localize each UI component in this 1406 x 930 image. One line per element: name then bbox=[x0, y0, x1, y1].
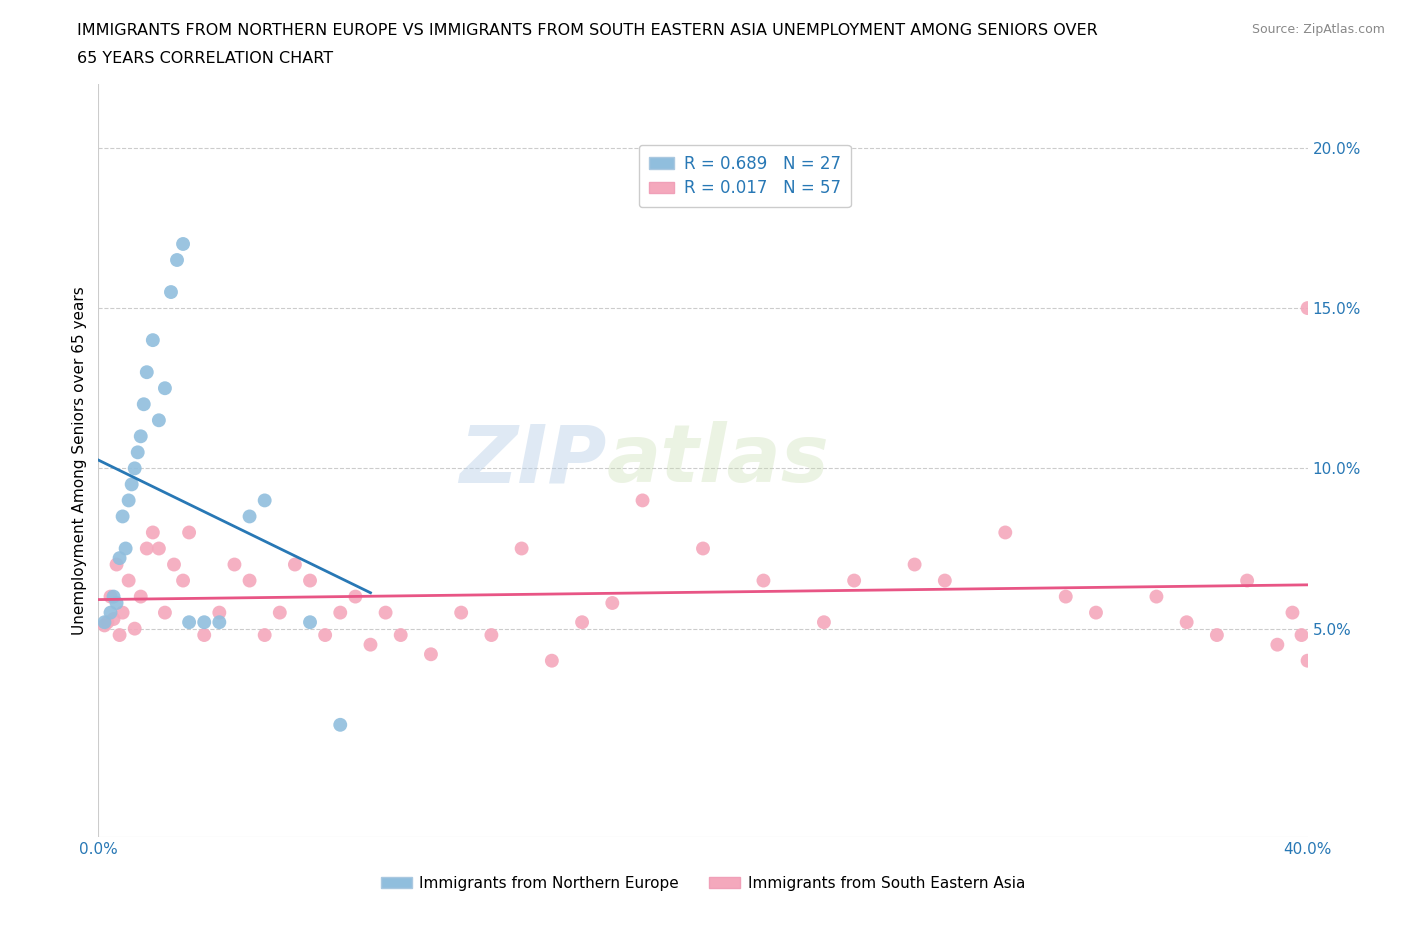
Point bbox=[129, 589, 152, 604]
Point bbox=[124, 621, 146, 636]
Point bbox=[132, 397, 155, 412]
Point bbox=[904, 557, 927, 572]
Point bbox=[208, 605, 231, 620]
Point bbox=[253, 493, 276, 508]
Point bbox=[93, 615, 115, 630]
Point bbox=[1267, 637, 1289, 652]
Text: atlas: atlas bbox=[606, 421, 830, 499]
Point bbox=[314, 628, 336, 643]
Point bbox=[1054, 589, 1077, 604]
Point bbox=[1206, 628, 1229, 643]
Point bbox=[148, 541, 170, 556]
Point bbox=[160, 285, 183, 299]
Point bbox=[1085, 605, 1108, 620]
Point bbox=[450, 605, 472, 620]
Point bbox=[299, 615, 322, 630]
Point bbox=[105, 557, 128, 572]
Point bbox=[142, 525, 165, 540]
Point bbox=[163, 557, 186, 572]
Point bbox=[124, 461, 146, 476]
Point bbox=[111, 605, 134, 620]
Point bbox=[752, 573, 775, 588]
Point bbox=[1236, 573, 1258, 588]
Point bbox=[813, 615, 835, 630]
Point bbox=[172, 573, 194, 588]
Text: IMMIGRANTS FROM NORTHERN EUROPE VS IMMIGRANTS FROM SOUTH EASTERN ASIA UNEMPLOYME: IMMIGRANTS FROM NORTHERN EUROPE VS IMMIG… bbox=[77, 23, 1098, 38]
Point bbox=[269, 605, 291, 620]
Point bbox=[844, 573, 866, 588]
Point bbox=[118, 493, 141, 508]
Point bbox=[602, 595, 624, 610]
Point bbox=[166, 253, 188, 268]
Point bbox=[108, 551, 131, 565]
Point bbox=[148, 413, 170, 428]
Point bbox=[299, 573, 322, 588]
Point bbox=[193, 615, 215, 630]
Point bbox=[239, 509, 262, 524]
Point bbox=[96, 615, 118, 630]
Point bbox=[224, 557, 246, 572]
Y-axis label: Unemployment Among Seniors over 65 years: Unemployment Among Seniors over 65 years bbox=[72, 286, 87, 634]
Point bbox=[510, 541, 533, 556]
Point bbox=[1296, 300, 1319, 315]
Text: ZIP: ZIP bbox=[458, 421, 606, 499]
Point bbox=[389, 628, 412, 643]
Point bbox=[571, 615, 593, 630]
Point bbox=[208, 615, 231, 630]
Legend: Immigrants from Northern Europe, Immigrants from South Eastern Asia: Immigrants from Northern Europe, Immigra… bbox=[375, 870, 1031, 897]
Point bbox=[239, 573, 262, 588]
Point bbox=[193, 628, 215, 643]
Point bbox=[540, 653, 562, 668]
Point bbox=[692, 541, 714, 556]
Point bbox=[284, 557, 307, 572]
Point bbox=[153, 380, 176, 395]
Point bbox=[118, 573, 141, 588]
Point bbox=[1291, 628, 1313, 643]
Text: Source: ZipAtlas.com: Source: ZipAtlas.com bbox=[1251, 23, 1385, 36]
Point bbox=[121, 477, 143, 492]
Point bbox=[1281, 605, 1303, 620]
Text: 65 YEARS CORRELATION CHART: 65 YEARS CORRELATION CHART bbox=[77, 51, 333, 66]
Point bbox=[1175, 615, 1198, 630]
Point bbox=[108, 628, 131, 643]
Point bbox=[105, 595, 128, 610]
Point bbox=[100, 589, 122, 604]
Point bbox=[179, 525, 201, 540]
Point bbox=[420, 647, 443, 662]
Point bbox=[344, 589, 367, 604]
Point bbox=[360, 637, 382, 652]
Point bbox=[374, 605, 396, 620]
Point bbox=[1146, 589, 1168, 604]
Point bbox=[172, 236, 194, 251]
Point bbox=[1296, 653, 1319, 668]
Point bbox=[253, 628, 276, 643]
Point bbox=[93, 618, 115, 633]
Point bbox=[329, 605, 352, 620]
Point bbox=[481, 628, 503, 643]
Point bbox=[129, 429, 152, 444]
Point bbox=[100, 605, 122, 620]
Point bbox=[994, 525, 1017, 540]
Point bbox=[103, 589, 125, 604]
Point bbox=[179, 615, 201, 630]
Point bbox=[111, 509, 134, 524]
Point bbox=[135, 541, 157, 556]
Point bbox=[127, 445, 149, 459]
Point bbox=[135, 365, 157, 379]
Point bbox=[934, 573, 956, 588]
Point bbox=[631, 493, 654, 508]
Point bbox=[329, 717, 352, 732]
Point bbox=[114, 541, 136, 556]
Point bbox=[142, 333, 165, 348]
Point bbox=[153, 605, 176, 620]
Point bbox=[103, 612, 125, 627]
